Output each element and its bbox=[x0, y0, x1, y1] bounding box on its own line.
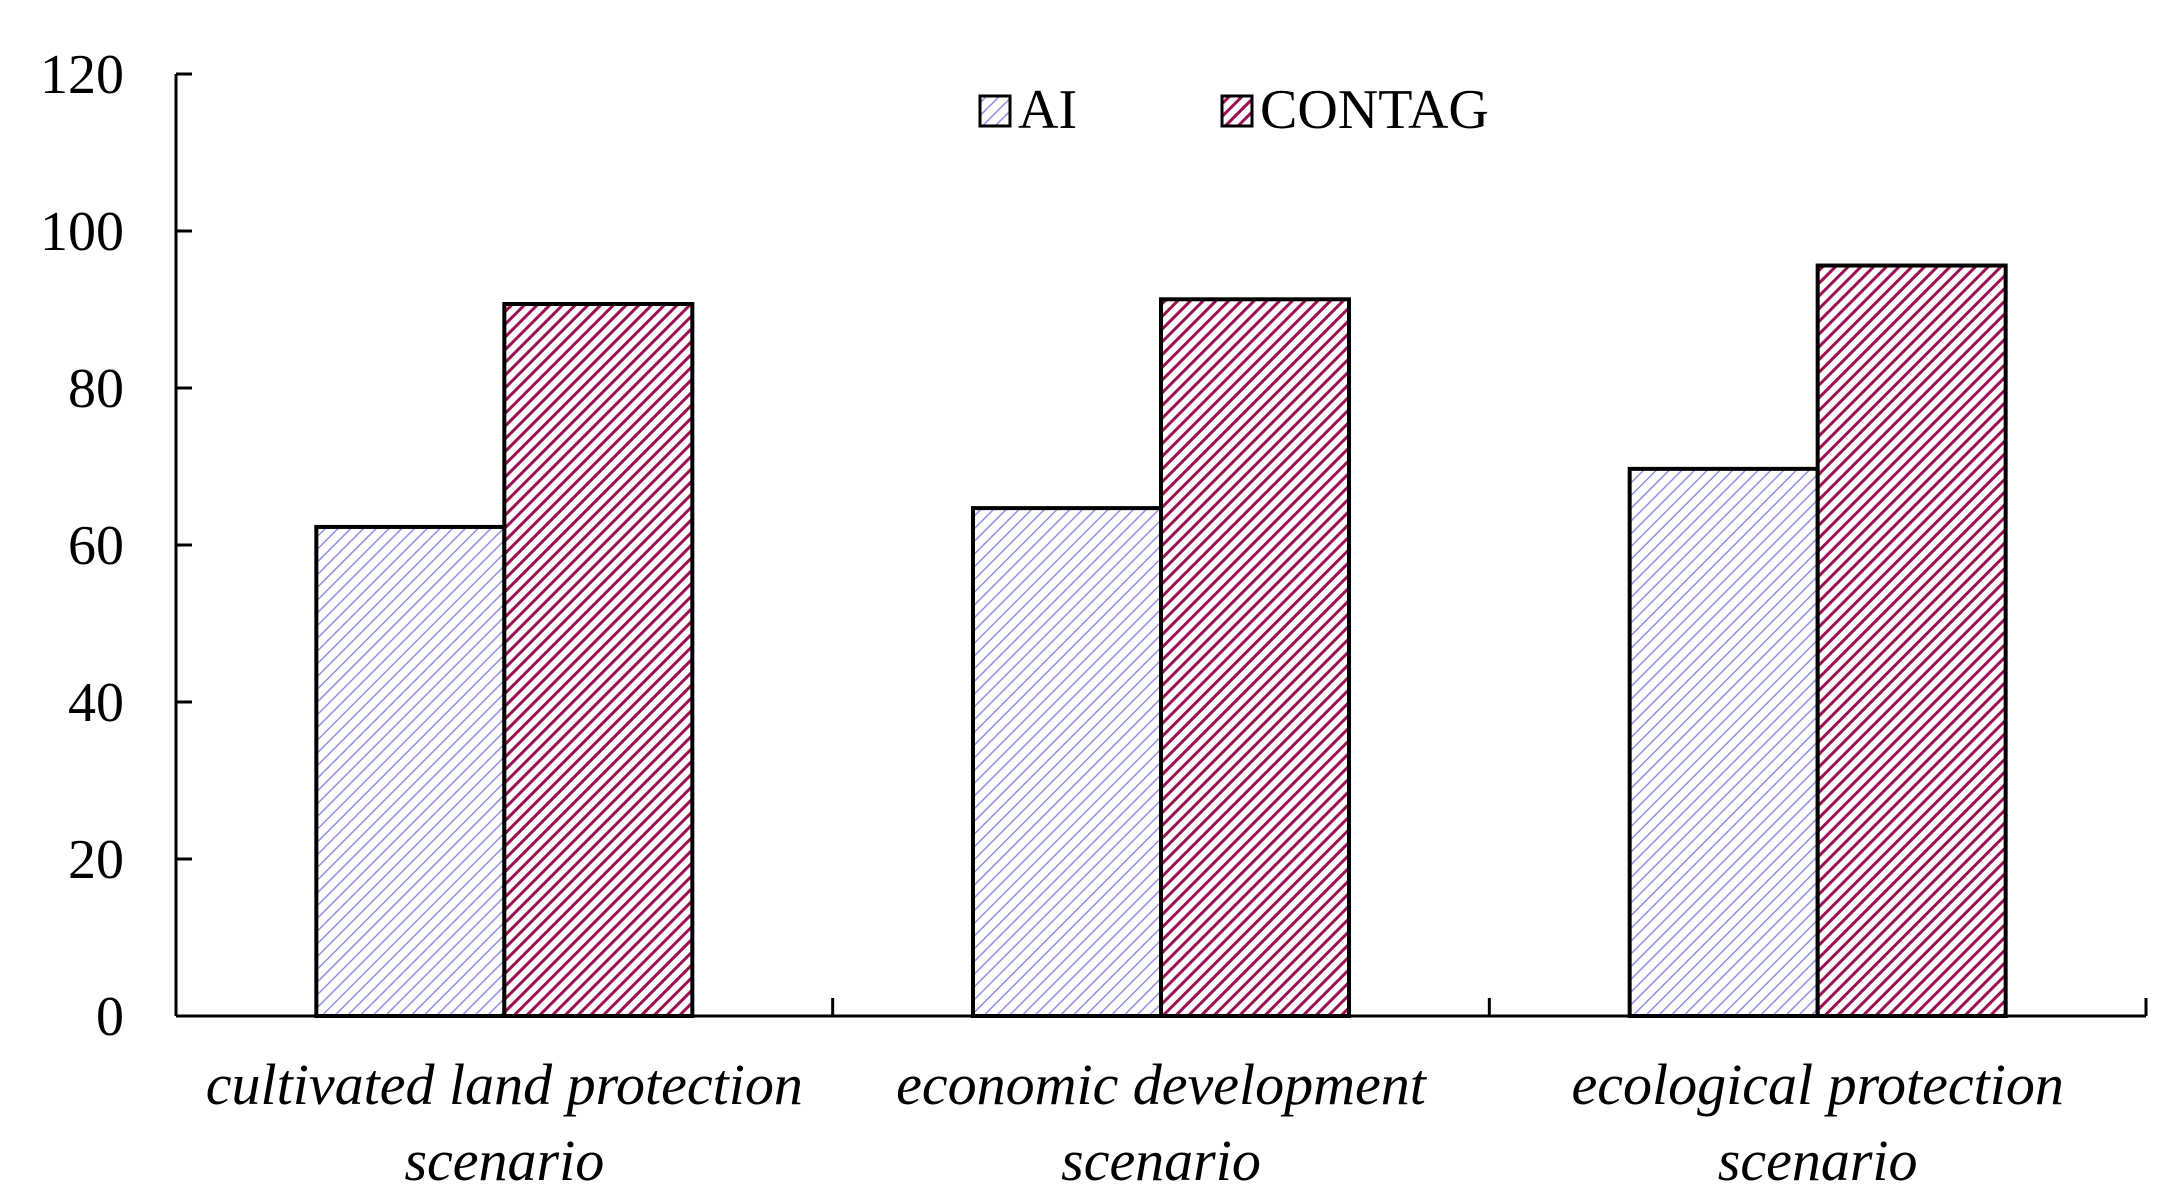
legend-label-contag: CONTAG bbox=[1260, 79, 1489, 141]
x-category-label: scenario bbox=[1061, 1128, 1261, 1193]
y-tick-label: 0 bbox=[96, 986, 124, 1048]
legend: AI CONTAG bbox=[978, 79, 1489, 141]
x-category-label: scenario bbox=[404, 1128, 604, 1193]
y-tick-label: 100 bbox=[40, 201, 124, 263]
bar-ai-3 bbox=[1627, 466, 1820, 1019]
legend-label-ai: AI bbox=[1018, 79, 1077, 141]
bar-ai-1 bbox=[314, 524, 507, 1018]
x-category-label: scenario bbox=[1718, 1128, 1918, 1193]
bar-contag-2 bbox=[1159, 297, 1351, 1019]
bar-ai-2 bbox=[971, 506, 1163, 1018]
bars bbox=[314, 263, 2008, 1019]
y-tick-label: 40 bbox=[68, 672, 124, 734]
x-category-label: ecological protection bbox=[1572, 1052, 2064, 1117]
y-tick-label: 20 bbox=[68, 829, 124, 891]
y-tick-label: 120 bbox=[40, 44, 124, 106]
bar-contag-3 bbox=[1815, 263, 2008, 1019]
x-category-label: cultivated land protection bbox=[206, 1052, 803, 1117]
bar-contag-1 bbox=[502, 302, 695, 1018]
y-tick-label: 60 bbox=[68, 515, 124, 577]
y-tick-label: 80 bbox=[68, 358, 124, 420]
labels: 0 20 40 60 80 100 120 cultivated land protectio… bbox=[40, 44, 2064, 1193]
legend-swatch-ai bbox=[978, 94, 1012, 128]
legend-swatch-contag bbox=[1220, 94, 1254, 128]
x-category-label: economic development bbox=[896, 1052, 1428, 1117]
